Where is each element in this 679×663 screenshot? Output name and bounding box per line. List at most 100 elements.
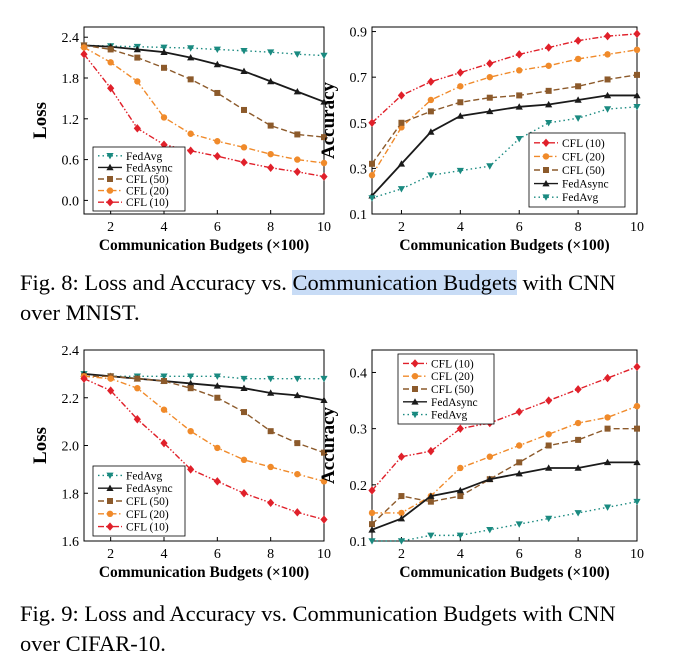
- data-point: [240, 48, 248, 55]
- data-point: [633, 104, 641, 111]
- data-point: [187, 465, 195, 474]
- data-point: [161, 64, 167, 71]
- data-point: [240, 489, 248, 498]
- x-tick-label: 4: [457, 547, 464, 562]
- legend-label: CFL (10): [126, 522, 169, 534]
- legend-label: FedAsync: [126, 483, 173, 495]
- series-cfl-50: [81, 42, 327, 141]
- data-point: [321, 134, 327, 141]
- data-point: [545, 62, 552, 69]
- data-point: [293, 375, 301, 383]
- legend-marker: [542, 153, 550, 160]
- data-point: [457, 99, 464, 106]
- y-tick-label: 2.4: [62, 31, 80, 46]
- series-line: [84, 375, 325, 454]
- figure-8-caption-suffix: with CNN over MNIST.: [20, 270, 616, 325]
- data-point: [368, 509, 376, 517]
- data-point: [160, 373, 168, 380]
- data-point: [516, 67, 523, 74]
- data-point: [320, 478, 328, 485]
- data-point: [516, 442, 523, 449]
- x-tick-label: 6: [516, 547, 523, 562]
- data-point: [294, 440, 301, 447]
- data-point: [633, 29, 641, 39]
- data-point: [369, 521, 375, 528]
- legend-label: FedAvg: [431, 410, 467, 422]
- x-tick-label: 4: [161, 547, 168, 562]
- data-point: [633, 91, 641, 99]
- series-cfl-10: [80, 50, 328, 181]
- y-tick-label: 1.2: [62, 113, 80, 128]
- data-point: [214, 138, 221, 145]
- data-point: [320, 375, 328, 383]
- data-point: [397, 186, 406, 193]
- legend-marker: [411, 411, 419, 419]
- data-point: [427, 108, 434, 115]
- data-point: [240, 384, 248, 391]
- x-tick-label: 4: [457, 220, 464, 235]
- series-line: [371, 461, 637, 531]
- data-point: [545, 43, 553, 52]
- x-tick-label: 2: [398, 547, 405, 562]
- legend-label: CFL (10): [562, 138, 605, 150]
- data-point: [187, 130, 194, 137]
- data-point: [456, 532, 464, 539]
- data-point: [293, 88, 301, 95]
- data-point: [603, 373, 612, 383]
- y-axis-label: Accuracy: [318, 81, 339, 159]
- data-point: [160, 438, 168, 448]
- data-point: [397, 160, 406, 167]
- legend-label: CFL (50): [431, 384, 474, 396]
- data-point: [486, 59, 494, 68]
- plot-frame: [371, 349, 638, 542]
- data-point: [294, 470, 301, 478]
- data-point: [133, 124, 141, 133]
- y-tick-label: 0.0: [62, 194, 80, 209]
- series-fedavg: [368, 498, 641, 545]
- data-point: [134, 385, 141, 392]
- data-point: [457, 493, 464, 500]
- data-point: [633, 458, 641, 466]
- data-point: [574, 96, 582, 103]
- data-point: [267, 49, 275, 56]
- data-point: [293, 167, 301, 177]
- data-point: [486, 526, 494, 534]
- data-point: [267, 122, 274, 129]
- data-point: [486, 163, 494, 170]
- x-tick-label: 10: [317, 547, 331, 562]
- data-point: [545, 119, 553, 127]
- data-point: [321, 449, 327, 456]
- legend-label: FedAsync: [562, 179, 609, 191]
- legend-marker: [106, 187, 114, 194]
- x-tick-label: 10: [630, 547, 644, 562]
- data-point: [160, 406, 168, 413]
- legend-marker: [106, 484, 114, 491]
- data-point: [456, 68, 464, 77]
- series-line: [371, 427, 637, 525]
- data-point: [80, 44, 88, 51]
- data-point: [320, 515, 328, 524]
- data-point: [107, 386, 115, 395]
- x-tick-label: 2: [398, 220, 405, 235]
- data-point: [187, 427, 194, 435]
- series-cfl-10: [368, 362, 641, 495]
- data-point: [427, 446, 435, 456]
- data-point: [240, 456, 248, 464]
- series-line: [371, 366, 638, 491]
- y-tick-label: 1.8: [62, 487, 80, 502]
- data-point: [368, 486, 376, 495]
- data-point: [240, 67, 248, 74]
- legend-marker: [542, 194, 550, 201]
- data-point: [397, 91, 406, 100]
- series-line: [83, 372, 325, 402]
- y-tick-label: 0.1: [350, 208, 368, 223]
- y-axis-label: Accuracy: [318, 406, 339, 484]
- data-point: [633, 46, 641, 54]
- y-tick-label: 0.5: [350, 117, 368, 132]
- data-point: [267, 498, 275, 507]
- data-point: [634, 71, 640, 78]
- series-line: [83, 375, 325, 482]
- legend-label: CFL (50): [126, 496, 169, 508]
